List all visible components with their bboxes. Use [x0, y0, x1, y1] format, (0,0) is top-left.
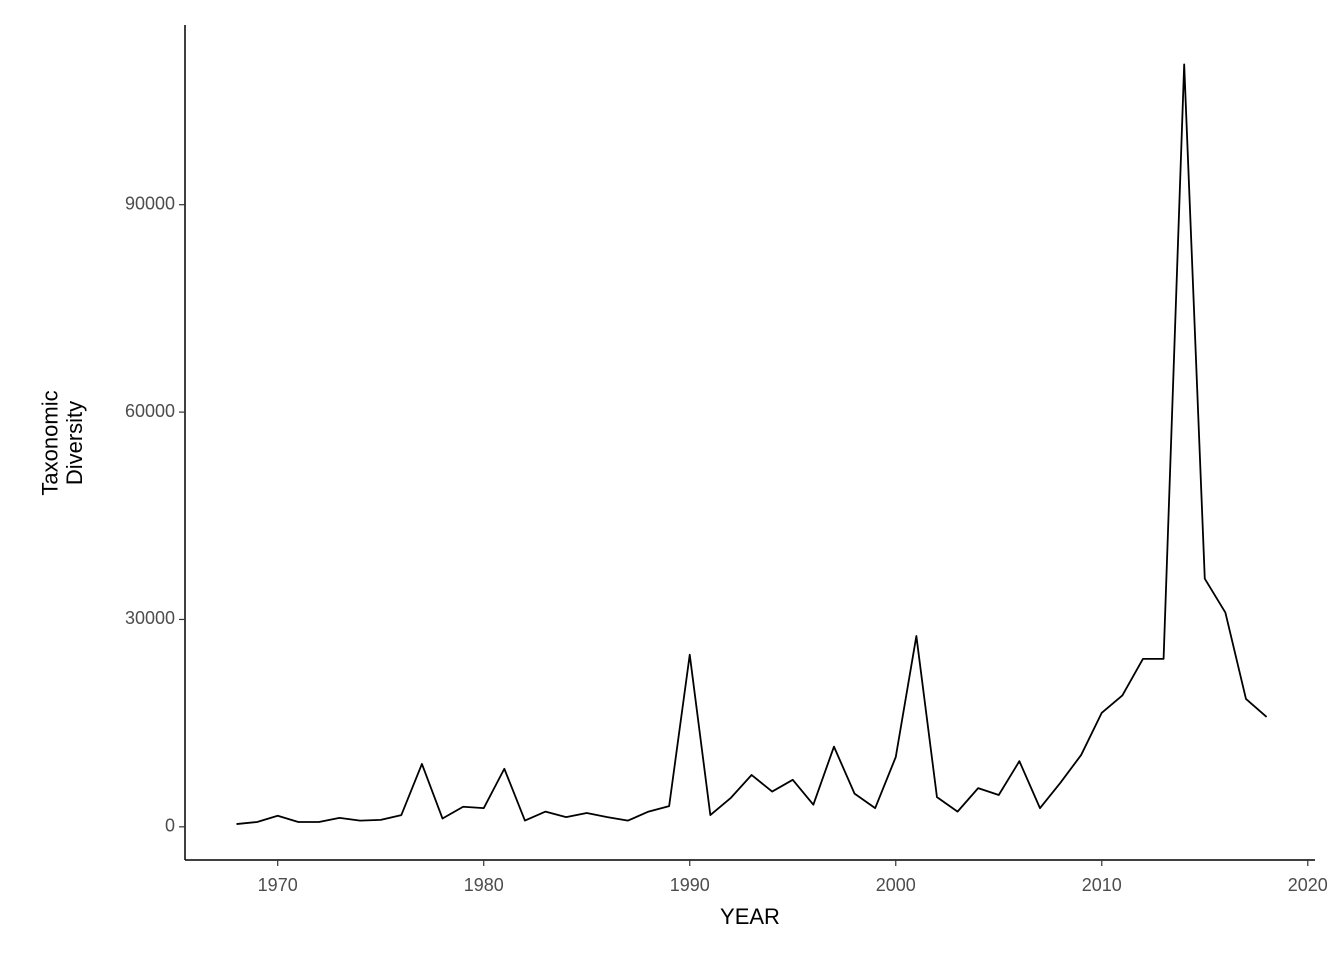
x-axis-title: YEAR — [720, 904, 780, 929]
y-tick-label: 60000 — [125, 401, 175, 421]
x-tick-label: 1980 — [464, 875, 504, 895]
data-line — [236, 63, 1268, 825]
y-tick-label: 0 — [165, 816, 175, 836]
x-tick-label: 1970 — [258, 875, 298, 895]
y-axis-title: TaxonomicDiversity — [38, 390, 87, 495]
y-tick-label: 90000 — [125, 193, 175, 213]
x-tick-label: 1990 — [670, 875, 710, 895]
y-tick-label: 30000 — [125, 608, 175, 628]
x-tick-label: 2010 — [1082, 875, 1122, 895]
x-tick-label: 2000 — [876, 875, 916, 895]
x-tick-label: 2020 — [1288, 875, 1328, 895]
